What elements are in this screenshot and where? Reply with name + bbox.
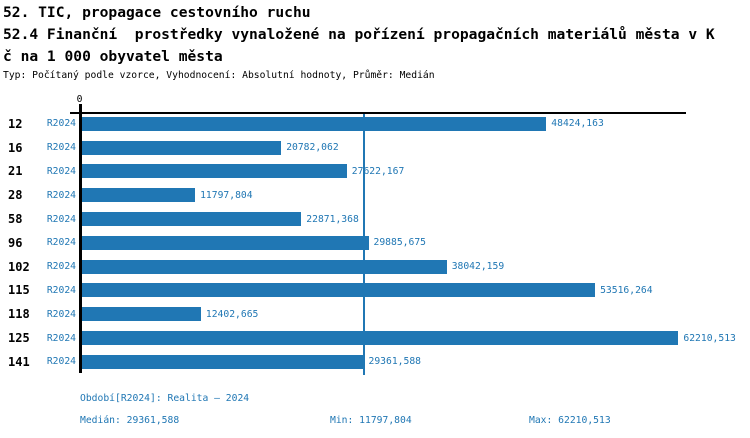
row-category-label: 141 xyxy=(8,354,30,369)
bar xyxy=(82,235,369,250)
report-subtitle: Typ: Počítaný podle vzorce, Vyhodnocení:… xyxy=(3,70,435,81)
row-category-label: 118 xyxy=(8,307,30,322)
median-stat-label: Medián: 29361,588 xyxy=(80,415,180,426)
row-category-label: 21 xyxy=(8,164,23,179)
row-series-label: R2024 xyxy=(46,142,76,154)
row-category-label: 58 xyxy=(8,212,23,227)
bar-zone: 62210,513 xyxy=(82,326,750,350)
bar-value-label: 53516,264 xyxy=(600,284,653,296)
bar-zone: 38042,159 xyxy=(82,255,750,279)
chart-row: 16 R2024 20782,062 xyxy=(0,136,750,160)
bar xyxy=(82,307,201,322)
chart-row: 58 R2024 22871,368 xyxy=(0,207,750,231)
bar-value-label: 48424,163 xyxy=(551,118,604,130)
bar-value-label: 22871,368 xyxy=(306,213,359,225)
bar-value-label: 12402,665 xyxy=(205,308,259,320)
bar-value-label: 11797,804 xyxy=(200,189,253,201)
bar xyxy=(82,212,302,227)
bar-value-label: 29361,588 xyxy=(368,356,422,368)
bar-zone: 27622,167 xyxy=(82,160,750,184)
row-series-label: R2024 xyxy=(46,213,76,225)
bar xyxy=(82,331,679,346)
chart-row: 96 R2024 29885,675 xyxy=(0,231,750,255)
row-series-label: R2024 xyxy=(46,237,76,249)
row-series-label: R2024 xyxy=(46,118,76,130)
chart-rows: 12 R2024 48424,163 16 R2024 20782,062 21… xyxy=(0,112,750,374)
chart-row: 125 R2024 62210,513 xyxy=(0,326,750,350)
row-category-label: 16 xyxy=(8,140,23,155)
bar-zone: 11797,804 xyxy=(82,183,750,207)
row-series-label: R2024 xyxy=(46,189,76,201)
y-axis-line xyxy=(79,104,82,373)
bar-zone: 53516,264 xyxy=(82,279,750,303)
row-series-label: R2024 xyxy=(46,261,76,273)
axis-zero-tick-label: 0 xyxy=(76,94,83,105)
bar-zone: 12402,665 xyxy=(82,302,750,326)
max-stat-label: Max: 62210,513 xyxy=(529,415,611,426)
bar-value-label: 29885,675 xyxy=(373,237,427,249)
min-stat-label: Min: 11797,804 xyxy=(330,415,412,426)
row-category-label: 28 xyxy=(8,188,23,203)
chart-row: 118 R2024 12402,665 xyxy=(0,302,750,326)
row-series-label: R2024 xyxy=(46,284,76,296)
row-category-label: 125 xyxy=(8,331,30,346)
bar-zone: 29885,675 xyxy=(82,231,750,255)
bar-value-label: 62210,513 xyxy=(683,332,736,344)
bar-value-label: 20782,062 xyxy=(286,142,339,154)
bar xyxy=(82,116,547,131)
bar xyxy=(82,140,282,155)
period-legend-label: Období[R2024]: Realita – 2024 xyxy=(80,393,250,404)
bar-value-label: 27622,167 xyxy=(351,165,405,177)
chart-row: 115 R2024 53516,264 xyxy=(0,279,750,303)
chart-row: 21 R2024 27622,167 xyxy=(0,160,750,184)
row-category-label: 96 xyxy=(8,235,23,250)
bar-zone: 22871,368 xyxy=(82,207,750,231)
row-series-label: R2024 xyxy=(46,356,76,368)
bar-zone: 20782,062 xyxy=(82,136,750,160)
report-title-line2: 52.4 Finanční prostředky vynaložené na p… xyxy=(3,26,715,43)
x-axis-line xyxy=(70,112,686,114)
bar xyxy=(82,283,596,298)
chart-row: 141 R2024 29361,588 xyxy=(0,350,750,374)
bar-zone: 29361,588 xyxy=(82,350,750,374)
chart-row: 102 R2024 38042,159 xyxy=(0,255,750,279)
report-title-line3: č na 1 000 obyvatel města xyxy=(3,48,223,65)
bar-value-label: 38042,159 xyxy=(451,261,505,273)
row-category-label: 115 xyxy=(8,283,30,298)
chart-row: 12 R2024 48424,163 xyxy=(0,112,750,136)
report-title-line1: 52. TIC, propagace cestovního ruchu xyxy=(3,4,311,21)
bar xyxy=(82,188,196,203)
bar-zone: 48424,163 xyxy=(82,112,750,136)
row-category-label: 12 xyxy=(8,116,23,131)
row-series-label: R2024 xyxy=(46,308,76,320)
row-category-label: 102 xyxy=(8,259,30,274)
row-series-label: R2024 xyxy=(46,332,76,344)
bar xyxy=(82,164,347,179)
chart-row: 28 R2024 11797,804 xyxy=(0,183,750,207)
bar xyxy=(82,259,447,274)
row-series-label: R2024 xyxy=(46,165,76,177)
bar xyxy=(82,354,364,369)
